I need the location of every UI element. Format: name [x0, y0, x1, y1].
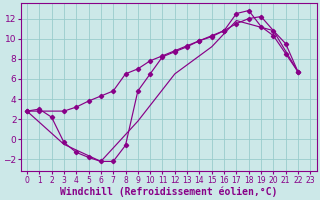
X-axis label: Windchill (Refroidissement éolien,°C): Windchill (Refroidissement éolien,°C)	[60, 186, 277, 197]
